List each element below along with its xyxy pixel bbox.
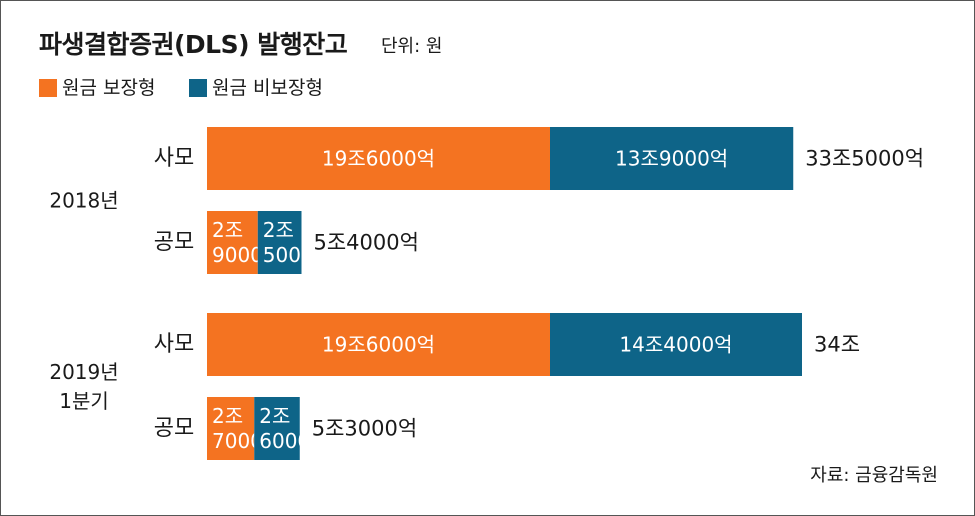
bar-value-label: 14조4000억 [619, 333, 732, 357]
total-label: 33조5000억 [805, 147, 924, 171]
bar-segment-guaranteed [207, 211, 258, 274]
bar-segment-guaranteed [207, 397, 255, 460]
bar-segment-non-guaranteed [550, 127, 794, 190]
bar-value-label: 2조 6000 [259, 404, 310, 453]
legend-label-guaranteed: 원금 보장형 [62, 77, 156, 99]
row-label: 사모 [154, 332, 194, 357]
group-label: 2019년 1분기 [49, 360, 118, 413]
bar-value-label: 13조9000억 [615, 147, 728, 171]
legend-swatch-non-guaranteed [189, 79, 207, 97]
bar-segment-non-guaranteed [254, 397, 300, 460]
bar-segment-non-guaranteed [550, 313, 802, 376]
bar-segment-guaranteed [207, 127, 550, 190]
source-note: 자료: 금융감독원 [810, 465, 938, 486]
total-label: 5조4000억 [314, 231, 419, 255]
row-label: 공모 [154, 230, 194, 255]
bar-value-label: 2조 5000 [263, 218, 314, 267]
bar-value-label: 19조6000억 [322, 147, 435, 171]
group-label: 2018년 [49, 189, 118, 213]
legend-swatch-guaranteed [39, 79, 57, 97]
unit-label: 단위: 원 [381, 36, 443, 57]
total-label: 34조 [814, 333, 860, 357]
total-label: 5조3000억 [312, 417, 417, 441]
bar-segment-non-guaranteed [257, 211, 302, 274]
bar-value-label: 2조 9000 [212, 218, 263, 267]
row-label: 공모 [154, 416, 194, 441]
chart-title: 파생결합증권(DLS) 발행잔고 [39, 30, 348, 59]
row-label: 사모 [154, 146, 194, 171]
bar-segment-guaranteed [207, 313, 550, 376]
bar-value-label: 19조6000억 [322, 333, 435, 357]
legend-label-non-guaranteed: 원금 비보장형 [212, 77, 323, 99]
